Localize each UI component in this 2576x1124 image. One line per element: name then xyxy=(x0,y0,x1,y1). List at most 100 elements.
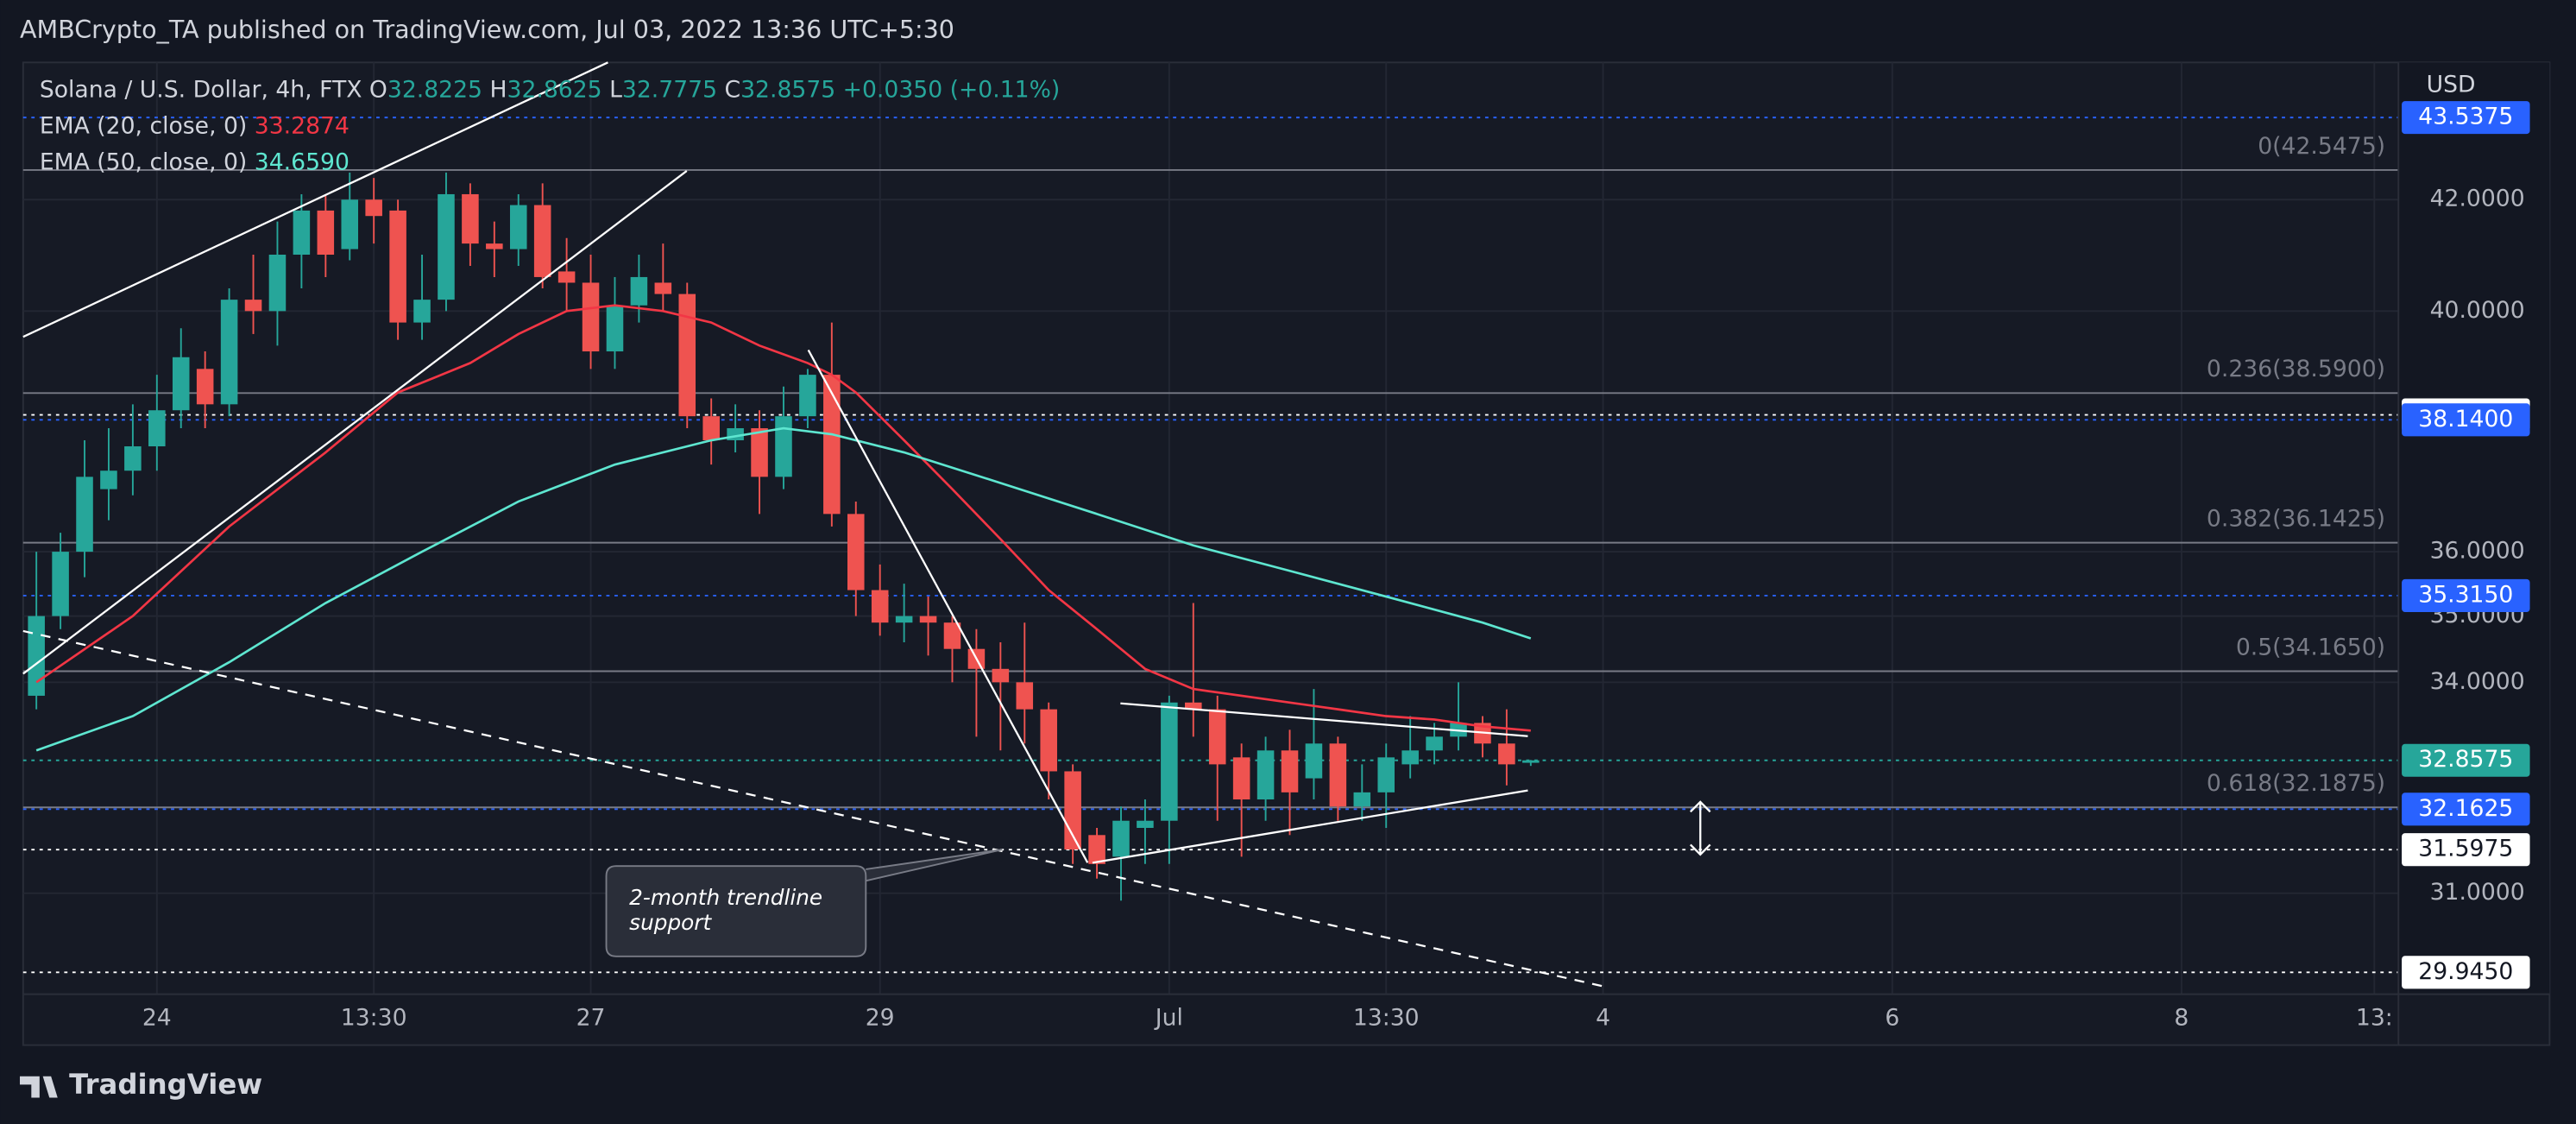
x-tick-label: 6 xyxy=(1885,1005,1899,1032)
channel-line xyxy=(22,170,688,675)
price-label-box xyxy=(2402,403,2530,437)
price-label-box xyxy=(2402,833,2530,867)
y-tick-label: 40.0000 xyxy=(2430,297,2525,324)
x-tick-label: 29 xyxy=(866,1005,895,1032)
y-tick-label: 31.0000 xyxy=(2430,879,2525,906)
price-label-box xyxy=(2402,792,2530,826)
series-value: 34.6590 xyxy=(255,148,350,175)
candle-body xyxy=(1088,835,1105,864)
candle-body xyxy=(100,470,117,489)
range-arrow xyxy=(1690,800,1711,856)
candle-body xyxy=(76,477,93,553)
price-label: 43.5375 xyxy=(2418,104,2513,130)
price-label: 31.5975 xyxy=(2418,836,2513,862)
fib-label: 0.382(36.1425) xyxy=(2207,505,2385,532)
candle-body xyxy=(1232,757,1250,800)
fib-label: 0(42.5475) xyxy=(2258,133,2385,160)
y-tick-label: 42.0000 xyxy=(2430,186,2525,212)
candle-body xyxy=(317,210,335,256)
ohlc-key: H xyxy=(489,76,507,103)
candle-body xyxy=(462,193,479,244)
candle-body xyxy=(389,210,406,323)
change: +0.0350 (+0.11%) xyxy=(843,76,1061,103)
logo-text: TradingView xyxy=(69,1068,262,1101)
candle-body xyxy=(847,514,865,590)
candle-body xyxy=(1305,743,1323,779)
price-label: 38.1400 xyxy=(2418,406,2513,433)
candle-body xyxy=(293,210,311,256)
annotation: 2-month trendline xyxy=(629,885,822,910)
candle-body xyxy=(606,305,624,352)
candle-body xyxy=(509,205,527,249)
candle-body xyxy=(268,255,287,312)
triangle-top xyxy=(1120,702,1528,737)
marks xyxy=(28,172,1540,901)
candle-body xyxy=(52,552,69,616)
currency: USD xyxy=(2427,71,2476,98)
ohlc-key: C xyxy=(725,76,741,103)
candle-body xyxy=(1426,736,1443,751)
channel-line xyxy=(22,61,608,338)
candle-body xyxy=(28,616,45,696)
price-label: 35.3150 xyxy=(2418,581,2513,608)
price-label-box xyxy=(2402,956,2530,989)
candle-body xyxy=(1137,820,1154,828)
candle-body xyxy=(919,616,937,623)
candle-body xyxy=(1329,743,1347,807)
candle-body xyxy=(533,205,551,277)
candle-body xyxy=(871,590,889,623)
ohlc-key: L xyxy=(609,76,622,103)
candle-body xyxy=(1064,771,1081,849)
ema-line xyxy=(35,426,1532,752)
candle-body xyxy=(1498,743,1515,765)
series-value: 33.2874 xyxy=(255,112,350,139)
candle-body xyxy=(775,416,792,477)
ohlc-value: 32.8575 xyxy=(740,76,835,103)
x-tick-label: 27 xyxy=(576,1005,606,1032)
candle-body xyxy=(1185,702,1202,710)
candle-body xyxy=(654,282,672,294)
candle-body xyxy=(1161,702,1178,821)
annotation: support xyxy=(629,910,712,935)
price-label-box xyxy=(2402,743,2530,777)
chart-pane xyxy=(22,61,2551,1046)
ohlc-value: 32.8625 xyxy=(507,76,602,103)
candle-body xyxy=(557,271,576,283)
candle-body xyxy=(220,300,238,405)
candle-body xyxy=(751,428,768,477)
candle-body xyxy=(943,622,961,649)
y-tick-label: 36.0000 xyxy=(2430,538,2525,565)
move-line xyxy=(807,349,1089,863)
candle-body xyxy=(1257,750,1275,800)
candle-body xyxy=(1522,760,1540,763)
x-tick-label: 13: xyxy=(2356,1005,2393,1032)
candle-body xyxy=(148,410,166,447)
ohlc-value: 32.7775 xyxy=(622,76,717,103)
legend-entry: EMA (50, close, 0) 34.6590 xyxy=(40,148,350,175)
candle-body xyxy=(365,199,382,217)
x-tick-label: 24 xyxy=(142,1005,172,1032)
candle-body xyxy=(1401,750,1419,765)
candle-body xyxy=(1281,750,1299,792)
x-tick-label: Jul xyxy=(1154,1005,1183,1032)
price-label-box xyxy=(2402,578,2530,612)
candle-body xyxy=(1377,757,1395,792)
candle-body xyxy=(413,300,431,323)
candle-body xyxy=(1040,709,1057,772)
candle-body xyxy=(582,282,600,352)
legend-title: Solana / U.S. Dollar, 4h, FTX O32.8225 H… xyxy=(40,76,1060,103)
candle-body xyxy=(341,199,359,249)
candle-body xyxy=(124,446,142,471)
series-name: EMA (20, close, 0) xyxy=(40,112,247,139)
symbol: Solana / U.S. Dollar, 4h, FTX xyxy=(40,76,362,103)
candle-body xyxy=(799,375,816,417)
price-label-box xyxy=(2402,101,2530,135)
candle-body xyxy=(244,300,262,312)
publisher: AMBCrypto_TA published on TradingView.co… xyxy=(20,15,954,44)
levels: 0(42.5475) 0.236(38.5900) 0.382(36.1425) 0.… xyxy=(22,117,2399,974)
candle-body xyxy=(1112,820,1130,857)
fib-label: 0.5(34.1650) xyxy=(2236,634,2385,660)
logo-icon xyxy=(19,1076,58,1098)
